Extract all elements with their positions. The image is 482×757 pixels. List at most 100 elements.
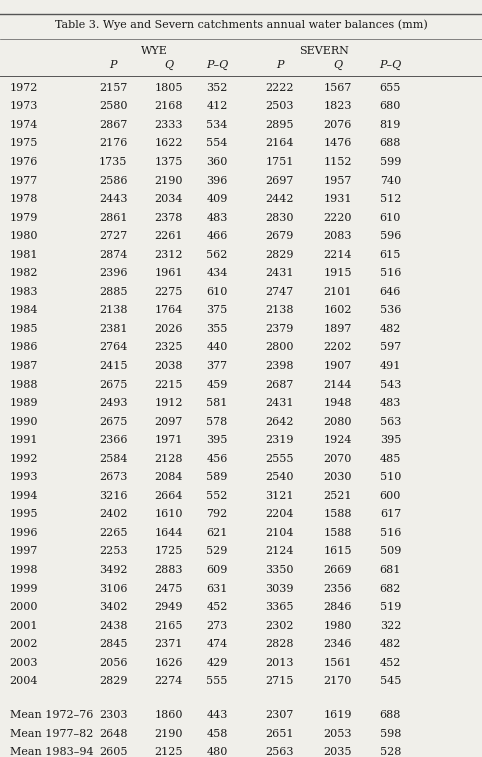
Text: 2861: 2861 [99, 213, 128, 223]
Text: 377: 377 [206, 361, 228, 371]
Text: 3121: 3121 [265, 491, 294, 501]
Text: 2438: 2438 [99, 621, 128, 631]
Text: 2443: 2443 [99, 194, 128, 204]
Text: 2222: 2222 [265, 83, 294, 93]
Text: 2874: 2874 [99, 250, 127, 260]
Text: 3492: 3492 [99, 565, 128, 575]
Text: 1993: 1993 [10, 472, 38, 482]
Text: 2080: 2080 [323, 416, 352, 427]
Text: 2648: 2648 [99, 728, 128, 739]
Text: 2580: 2580 [99, 101, 128, 111]
Text: 2563: 2563 [265, 747, 294, 757]
Text: 2307: 2307 [266, 710, 294, 720]
Text: 456: 456 [206, 453, 228, 464]
Text: 598: 598 [380, 728, 401, 739]
Text: 1602: 1602 [323, 305, 352, 316]
Text: 1610: 1610 [154, 509, 183, 519]
Text: 1615: 1615 [323, 547, 352, 556]
Text: 589: 589 [206, 472, 228, 482]
Text: 2830: 2830 [265, 213, 294, 223]
Text: 2747: 2747 [266, 287, 294, 297]
Text: 2138: 2138 [265, 305, 294, 316]
Text: 1561: 1561 [323, 658, 352, 668]
Text: 440: 440 [206, 342, 228, 353]
Text: 2346: 2346 [323, 639, 352, 650]
Text: 2540: 2540 [265, 472, 294, 482]
Text: 1975: 1975 [10, 139, 38, 148]
Text: 2261: 2261 [154, 231, 183, 241]
Text: 516: 516 [380, 268, 401, 279]
Text: 2800: 2800 [265, 342, 294, 353]
Text: 1912: 1912 [154, 398, 183, 408]
Text: 509: 509 [380, 547, 401, 556]
Text: 2083: 2083 [323, 231, 352, 241]
Text: 2605: 2605 [99, 747, 128, 757]
Text: 2586: 2586 [99, 176, 128, 185]
Text: 1907: 1907 [323, 361, 351, 371]
Text: 2214: 2214 [323, 250, 352, 260]
Text: 2038: 2038 [154, 361, 183, 371]
Text: 2070: 2070 [323, 453, 351, 464]
Text: 434: 434 [206, 268, 228, 279]
Text: 480: 480 [206, 747, 228, 757]
Text: 273: 273 [206, 621, 228, 631]
Text: 792: 792 [206, 509, 228, 519]
Text: 322: 322 [380, 621, 401, 631]
Text: 2333: 2333 [154, 120, 183, 130]
Text: 596: 596 [380, 231, 401, 241]
Text: 688: 688 [380, 139, 401, 148]
Text: 1986: 1986 [10, 342, 38, 353]
Text: 534: 534 [206, 120, 228, 130]
Text: 2642: 2642 [265, 416, 294, 427]
Text: 3402: 3402 [99, 602, 128, 612]
Text: 2356: 2356 [323, 584, 352, 593]
Text: 1990: 1990 [10, 416, 38, 427]
Text: 543: 543 [380, 379, 401, 390]
Text: 578: 578 [206, 416, 228, 427]
Text: 1823: 1823 [323, 101, 352, 111]
Text: 482: 482 [380, 324, 401, 334]
Text: 3350: 3350 [265, 565, 294, 575]
Text: 512: 512 [380, 194, 401, 204]
Text: 395: 395 [380, 435, 401, 445]
Text: 2697: 2697 [266, 176, 294, 185]
Text: 2379: 2379 [266, 324, 294, 334]
Text: 1995: 1995 [10, 509, 38, 519]
Text: 615: 615 [380, 250, 401, 260]
Text: 360: 360 [206, 157, 228, 167]
Text: 1979: 1979 [10, 213, 38, 223]
Text: 452: 452 [206, 602, 228, 612]
Text: 740: 740 [380, 176, 401, 185]
Text: 2845: 2845 [99, 639, 128, 650]
Text: 528: 528 [380, 747, 401, 757]
Text: 680: 680 [380, 101, 401, 111]
Text: 409: 409 [206, 194, 228, 204]
Text: 2176: 2176 [99, 139, 127, 148]
Text: 1644: 1644 [154, 528, 183, 538]
Text: 2220: 2220 [323, 213, 352, 223]
Text: 2371: 2371 [155, 639, 183, 650]
Text: 1567: 1567 [323, 83, 351, 93]
Text: 1978: 1978 [10, 194, 38, 204]
Text: 1476: 1476 [323, 139, 351, 148]
Text: 2764: 2764 [99, 342, 127, 353]
Text: 1988: 1988 [10, 379, 38, 390]
Text: 688: 688 [380, 710, 401, 720]
Text: 355: 355 [206, 324, 228, 334]
Text: WYE: WYE [141, 45, 168, 56]
Text: 2084: 2084 [154, 472, 183, 482]
Text: 2125: 2125 [154, 747, 183, 757]
Text: 2128: 2128 [154, 453, 183, 464]
Text: 2431: 2431 [265, 398, 294, 408]
Text: 2584: 2584 [99, 453, 128, 464]
Text: 2555: 2555 [265, 453, 294, 464]
Text: 1981: 1981 [10, 250, 38, 260]
Text: 2124: 2124 [265, 547, 294, 556]
Text: 2138: 2138 [99, 305, 128, 316]
Text: 2170: 2170 [323, 676, 351, 687]
Text: 1982: 1982 [10, 268, 38, 279]
Text: 2302: 2302 [265, 621, 294, 631]
Text: 1626: 1626 [154, 658, 183, 668]
Text: 2215: 2215 [154, 379, 183, 390]
Text: 600: 600 [380, 491, 401, 501]
